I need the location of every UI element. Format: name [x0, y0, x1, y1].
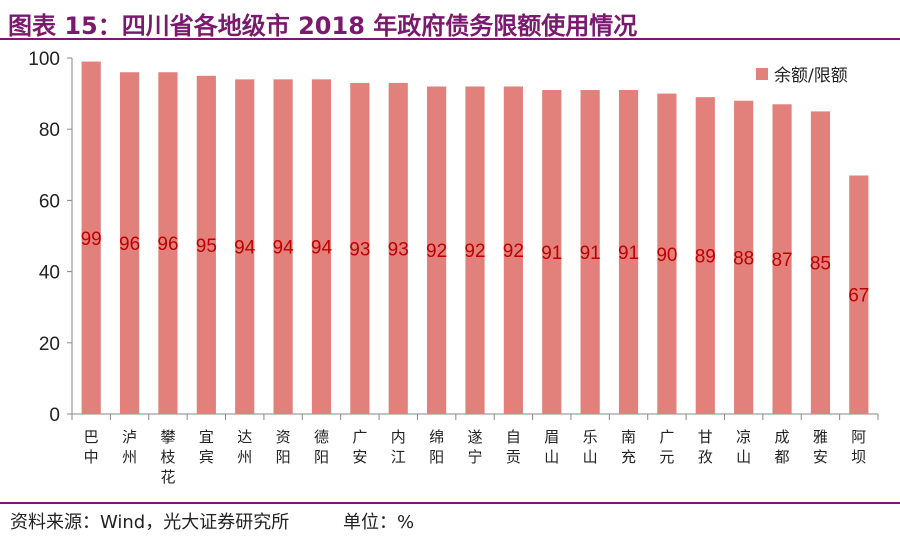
category-label: 甘孜: [698, 428, 713, 466]
data-label: 92: [503, 241, 524, 262]
y-tick-label: 100: [28, 49, 60, 70]
data-label: 91: [541, 243, 562, 264]
data-label: 92: [464, 241, 485, 262]
y-tick-label: 60: [39, 191, 60, 212]
category-label: 自贡: [506, 428, 521, 466]
bar: [235, 79, 255, 415]
legend-swatch: [756, 67, 768, 80]
bar: [618, 90, 639, 414]
data-label: 89: [695, 247, 716, 268]
bar: [734, 100, 754, 414]
category-label: 遂宁: [467, 428, 482, 466]
category-label: 泸州: [122, 428, 137, 466]
data-label: 92: [426, 241, 447, 262]
category-label: 成都: [775, 428, 790, 466]
category-label: 雅安: [813, 428, 828, 466]
bar: [580, 90, 600, 414]
bar: [311, 79, 332, 415]
bar: [542, 90, 562, 414]
bar: [119, 72, 140, 415]
y-tick-label: 80: [39, 120, 60, 141]
category-label: 绵阳: [429, 428, 444, 466]
data-label: 88: [733, 248, 754, 269]
category-label: 乐山: [583, 428, 598, 466]
y-tick-label: 40: [39, 263, 60, 284]
category-label: 广安: [352, 428, 367, 466]
bar: [388, 82, 408, 415]
category-label: 内江: [391, 428, 406, 466]
category-label: 宜宾: [199, 428, 214, 466]
data-label: 67: [848, 286, 869, 307]
data-label: 93: [388, 239, 409, 260]
footer: 资料来源：Wind，光大证券研究所 单位：%: [10, 508, 414, 534]
y-tick-label: 0: [49, 405, 60, 426]
category-label: 南充: [621, 428, 636, 466]
bar: [695, 97, 715, 414]
data-label: 94: [234, 238, 256, 259]
bar: [158, 72, 178, 415]
title-divider: [0, 38, 900, 40]
legend-label: 余额/限额: [774, 66, 848, 86]
category-label: 广元: [659, 428, 674, 466]
category-label: 资阳: [276, 428, 291, 466]
bar: [196, 75, 216, 415]
data-label: 96: [157, 234, 178, 255]
title-block: 图表 15：四川省各地级市 2018 年政府债务限额使用情况: [0, 0, 900, 40]
data-label: 90: [656, 245, 677, 266]
footer-divider: [0, 502, 900, 504]
bar: [350, 82, 370, 415]
y-tick-label: 20: [39, 334, 60, 355]
category-label: 攀枝花: [160, 428, 175, 486]
category-label: 达州: [237, 428, 252, 466]
data-label: 87: [771, 250, 792, 271]
data-label: 96: [119, 234, 140, 255]
bar: [849, 175, 869, 414]
chart-area: 0 20 40 60 80 100 99 巴中 96 泸州 96 攀枝花 95 宜宾 94 达州 94 资阳 94 德…: [0, 40, 900, 500]
category-label: 凉山: [736, 428, 751, 466]
bar: [273, 79, 293, 415]
bar: [810, 111, 831, 415]
category-label: 巴中: [84, 428, 99, 466]
bar-chart: 0 20 40 60 80 100 99 巴中 96 泸州 96 攀枝花 95 宜宾 94 达州 94 资阳 94 德…: [28, 49, 879, 486]
category-label: 眉山: [544, 428, 559, 466]
bar: [657, 93, 677, 414]
bar: [81, 61, 101, 414]
data-label: 99: [81, 229, 102, 250]
data-label: 94: [273, 238, 295, 259]
bar: [503, 86, 523, 415]
bar: [772, 104, 792, 414]
category-label: 阿坝: [851, 428, 866, 466]
legend: 余额/限额: [756, 61, 848, 86]
category-label: 德阳: [314, 428, 329, 466]
bar: [465, 86, 485, 415]
data-label: 93: [349, 239, 370, 260]
data-label: 85: [810, 254, 831, 275]
data-label: 95: [196, 236, 217, 257]
source-text: 资料来源：Wind，光大证券研究所: [10, 512, 290, 533]
bar: [427, 86, 447, 415]
data-label: 91: [618, 243, 639, 264]
data-label: 91: [580, 243, 601, 264]
chart-title: 图表 15：四川省各地级市 2018 年政府债务限额使用情况: [8, 12, 638, 40]
unit-text: 单位：%: [342, 512, 415, 533]
data-label: 94: [311, 238, 333, 259]
